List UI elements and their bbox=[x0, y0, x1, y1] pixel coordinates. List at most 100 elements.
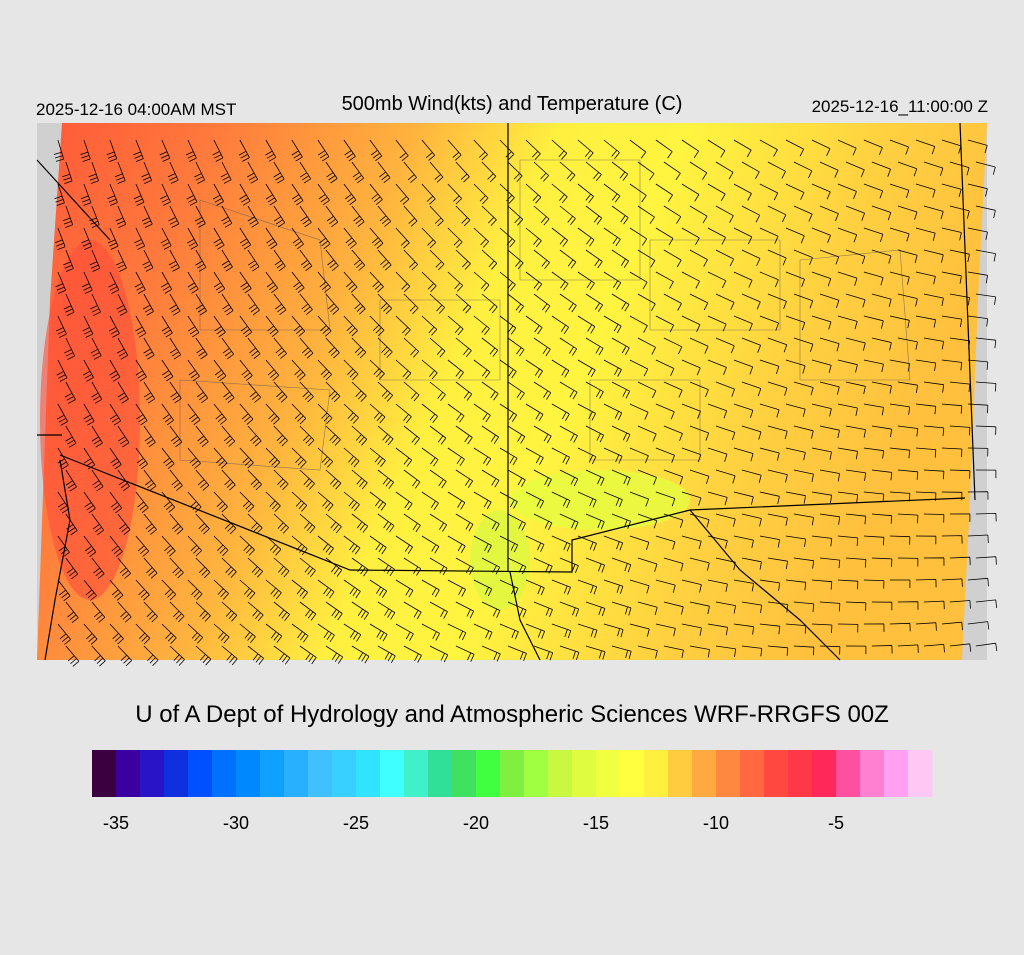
wind-barb bbox=[629, 359, 649, 377]
wind-barb bbox=[299, 601, 317, 621]
colorbar-box bbox=[308, 750, 333, 797]
wind-barb bbox=[811, 579, 833, 590]
wind-barb bbox=[403, 513, 421, 533]
wind-barb bbox=[429, 249, 445, 271]
wind-barb bbox=[107, 183, 118, 206]
wind-barb bbox=[429, 601, 448, 619]
wind-barb bbox=[115, 205, 127, 228]
wind-barb bbox=[143, 337, 155, 360]
wind-barb bbox=[845, 249, 866, 265]
wind-barb bbox=[88, 161, 99, 184]
wind-barb bbox=[53, 139, 65, 162]
wind-barb bbox=[403, 425, 420, 445]
wind-barb bbox=[221, 337, 235, 360]
wind-barb bbox=[525, 447, 544, 465]
wind-barb bbox=[499, 315, 517, 335]
wind-barb bbox=[845, 425, 866, 438]
wind-barb bbox=[369, 447, 386, 468]
wind-barb bbox=[377, 205, 392, 227]
wind-barb bbox=[759, 623, 781, 635]
wind-barb bbox=[793, 249, 813, 266]
wind-barb bbox=[473, 183, 489, 205]
wind-barb bbox=[57, 491, 70, 514]
wind-barb bbox=[551, 359, 570, 378]
wind-barb bbox=[967, 403, 989, 414]
wind-barb bbox=[741, 645, 763, 657]
wind-barb bbox=[897, 205, 918, 220]
wind-barb bbox=[949, 205, 970, 219]
wind-barb bbox=[759, 139, 778, 157]
wind-barb bbox=[923, 381, 945, 393]
wind-barb bbox=[421, 227, 437, 249]
wind-barb bbox=[629, 535, 650, 551]
wind-barb bbox=[455, 337, 472, 358]
colorbar-box bbox=[332, 750, 357, 797]
colorbar-box bbox=[716, 750, 741, 797]
wind-barb bbox=[845, 205, 865, 221]
wind-barb bbox=[369, 403, 386, 424]
wind-barb bbox=[117, 513, 131, 536]
wind-barb bbox=[785, 535, 807, 547]
wind-barb bbox=[551, 227, 569, 247]
wind-barb bbox=[767, 249, 787, 266]
wind-barb bbox=[65, 513, 78, 536]
wind-barb bbox=[941, 227, 962, 241]
wind-barb bbox=[343, 535, 361, 555]
wind-barb bbox=[265, 403, 280, 425]
wind-barb bbox=[681, 359, 701, 376]
wind-barb bbox=[689, 425, 710, 441]
wind-barb bbox=[923, 600, 945, 610]
wind-barb bbox=[923, 425, 945, 436]
wind-barb bbox=[403, 645, 422, 663]
wind-barb bbox=[811, 139, 831, 156]
wind-barb bbox=[533, 645, 554, 661]
wind-barb bbox=[663, 513, 684, 528]
wind-barb bbox=[889, 403, 911, 415]
wind-barb bbox=[473, 227, 489, 248]
wind-barb bbox=[551, 139, 568, 160]
wind-barb bbox=[187, 491, 202, 513]
wind-barb bbox=[135, 535, 150, 557]
wind-barb bbox=[863, 139, 883, 156]
wind-barb bbox=[169, 293, 181, 316]
wind-barb bbox=[941, 315, 963, 328]
wind-barb bbox=[273, 557, 290, 578]
wind-barb bbox=[975, 425, 997, 435]
wind-barb bbox=[889, 271, 910, 285]
wind-barb bbox=[551, 491, 571, 508]
wind-barb bbox=[949, 469, 971, 479]
wind-barb bbox=[455, 205, 471, 227]
wind-barb bbox=[265, 447, 281, 469]
wind-barb bbox=[117, 425, 130, 448]
wind-barb bbox=[889, 622, 911, 632]
wind-barb bbox=[195, 293, 207, 316]
wind-barb bbox=[637, 381, 657, 399]
wind-barb bbox=[343, 183, 357, 206]
wind-barb bbox=[499, 403, 518, 422]
wind-barb bbox=[585, 469, 605, 486]
wind-barb bbox=[143, 469, 157, 492]
wind-barb bbox=[949, 425, 971, 436]
wind-barb bbox=[108, 271, 120, 294]
wind-barb bbox=[395, 403, 412, 424]
wind-barb bbox=[57, 535, 70, 558]
wind-barb bbox=[377, 337, 393, 358]
wind-barb bbox=[213, 447, 228, 469]
wind-barb bbox=[455, 249, 471, 270]
wind-barb bbox=[837, 271, 858, 286]
wind-barb bbox=[915, 579, 937, 588]
wind-barb bbox=[975, 205, 996, 219]
wind-barb bbox=[889, 359, 910, 372]
wind-barb bbox=[507, 205, 524, 226]
wind-barb bbox=[967, 621, 990, 630]
wind-barb bbox=[837, 315, 858, 330]
wind-barb bbox=[57, 403, 69, 426]
wind-barb bbox=[395, 315, 411, 336]
wind-barb bbox=[169, 337, 182, 360]
wind-barb bbox=[533, 381, 552, 400]
wind-barb bbox=[923, 469, 945, 480]
wind-barb bbox=[603, 535, 624, 551]
wind-barb bbox=[603, 139, 620, 160]
wind-barb bbox=[603, 403, 623, 421]
wind-barb bbox=[447, 271, 463, 292]
